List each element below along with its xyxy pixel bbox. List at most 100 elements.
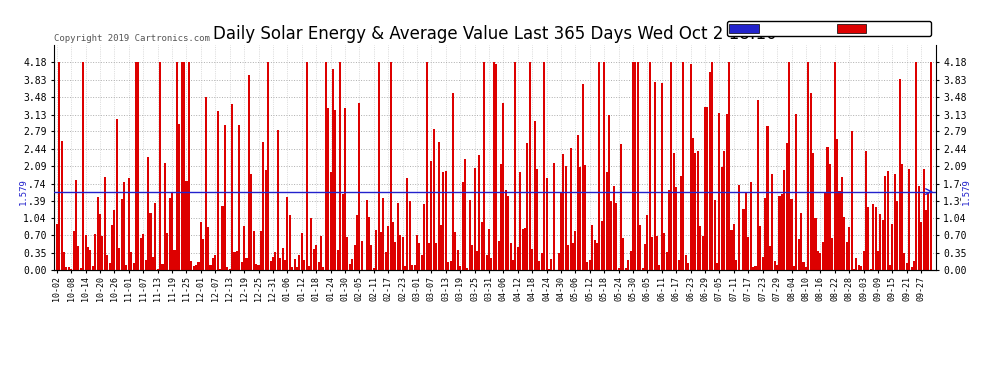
- Bar: [510, 243, 512, 270]
- Bar: [589, 260, 591, 270]
- Bar: [640, 225, 642, 270]
- Bar: [663, 232, 665, 270]
- Bar: [899, 80, 901, 270]
- Bar: [60, 141, 62, 270]
- Bar: [279, 258, 281, 270]
- Bar: [154, 203, 156, 270]
- Bar: [749, 182, 751, 270]
- Bar: [433, 129, 435, 270]
- Bar: [178, 123, 180, 270]
- Bar: [370, 245, 372, 270]
- Bar: [452, 93, 454, 270]
- Bar: [443, 172, 445, 270]
- Bar: [469, 200, 471, 270]
- Bar: [281, 248, 283, 270]
- Bar: [70, 269, 72, 270]
- Bar: [807, 62, 810, 270]
- Bar: [754, 266, 756, 270]
- Bar: [810, 93, 812, 270]
- Bar: [148, 157, 149, 270]
- Bar: [306, 62, 308, 270]
- Bar: [594, 240, 596, 270]
- Bar: [845, 242, 847, 270]
- Bar: [135, 62, 137, 270]
- Bar: [397, 202, 399, 270]
- Bar: [646, 215, 648, 270]
- Bar: [920, 222, 922, 270]
- Bar: [293, 259, 296, 270]
- Bar: [310, 218, 313, 270]
- Bar: [752, 267, 754, 270]
- Bar: [877, 251, 879, 270]
- Bar: [272, 258, 274, 270]
- Bar: [159, 62, 161, 270]
- Bar: [168, 198, 170, 270]
- Bar: [406, 178, 409, 270]
- Bar: [236, 251, 238, 270]
- Bar: [80, 268, 82, 270]
- Bar: [197, 262, 200, 270]
- Bar: [850, 131, 852, 270]
- Bar: [928, 193, 930, 270]
- Bar: [459, 266, 461, 270]
- Bar: [687, 263, 689, 270]
- Bar: [436, 243, 438, 270]
- Bar: [111, 225, 113, 270]
- Bar: [562, 154, 564, 270]
- Bar: [837, 139, 839, 270]
- Bar: [121, 199, 123, 270]
- Bar: [75, 180, 77, 270]
- Bar: [447, 262, 449, 270]
- Bar: [918, 186, 920, 270]
- Bar: [227, 267, 229, 270]
- Bar: [812, 153, 814, 270]
- Bar: [711, 62, 713, 270]
- Bar: [466, 268, 468, 270]
- Bar: [456, 250, 458, 270]
- Bar: [332, 69, 334, 270]
- Bar: [548, 269, 550, 270]
- Bar: [94, 234, 96, 270]
- Bar: [210, 265, 212, 270]
- Bar: [656, 236, 658, 270]
- Bar: [829, 164, 831, 270]
- Bar: [133, 263, 135, 270]
- Bar: [618, 268, 620, 270]
- Bar: [244, 226, 246, 270]
- Bar: [889, 266, 891, 270]
- Bar: [916, 62, 918, 270]
- Bar: [731, 230, 733, 270]
- Bar: [269, 261, 271, 270]
- Bar: [176, 62, 178, 270]
- Bar: [545, 178, 547, 270]
- Bar: [536, 169, 538, 270]
- Bar: [908, 169, 910, 270]
- Bar: [699, 226, 701, 270]
- Bar: [507, 196, 509, 270]
- Bar: [517, 248, 519, 270]
- Bar: [101, 236, 104, 270]
- Bar: [623, 238, 625, 270]
- Bar: [502, 103, 505, 270]
- Bar: [591, 225, 593, 270]
- Bar: [202, 239, 204, 270]
- Bar: [565, 166, 567, 270]
- Bar: [255, 264, 257, 270]
- Bar: [377, 62, 379, 270]
- Bar: [500, 164, 502, 270]
- Bar: [682, 62, 684, 270]
- Bar: [296, 267, 298, 270]
- Bar: [539, 261, 541, 270]
- Bar: [913, 261, 915, 270]
- Bar: [313, 249, 315, 270]
- Bar: [109, 263, 111, 270]
- Bar: [440, 225, 442, 270]
- Bar: [613, 186, 615, 270]
- Bar: [557, 253, 559, 270]
- Bar: [901, 165, 903, 270]
- Bar: [164, 164, 166, 270]
- Bar: [625, 268, 627, 270]
- Bar: [262, 142, 264, 270]
- Bar: [303, 260, 305, 270]
- Bar: [724, 151, 726, 270]
